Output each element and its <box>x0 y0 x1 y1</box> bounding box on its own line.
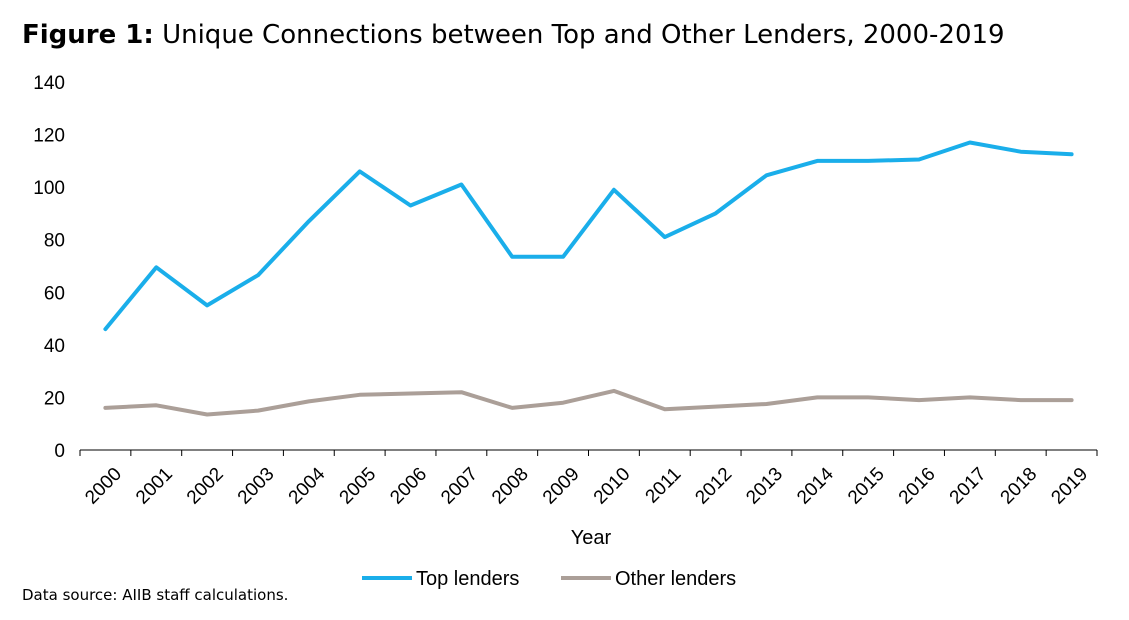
x-tick-label: 2011 <box>642 464 686 508</box>
x-tick-label: 2002 <box>183 464 228 509</box>
figure-label-separator: : <box>143 20 154 50</box>
series-layer <box>103 140 1074 417</box>
x-tick-label: 2009 <box>539 464 584 509</box>
x-tick-label: 2017 <box>946 464 991 509</box>
legend-label: Top lenders <box>416 568 519 590</box>
x-tick-label: 2016 <box>895 464 940 509</box>
y-tick-label: 140 <box>33 73 65 94</box>
legend: Top lenders Other lenders <box>362 568 736 590</box>
x-tick-label: 2019 <box>1047 464 1092 509</box>
y-tick-label: 60 <box>44 283 65 304</box>
x-tick-label: 2012 <box>691 464 736 509</box>
figure-label: Figure 1 <box>22 20 144 50</box>
y-tick-label: 80 <box>44 231 65 252</box>
x-tick-label: 2004 <box>285 463 330 508</box>
x-tick-label: 2015 <box>844 464 889 509</box>
figure-caption: Unique Connections between Top and Other… <box>153 20 1005 50</box>
y-tick-label: 0 <box>54 441 65 462</box>
x-tick-label: 2005 <box>336 464 381 509</box>
x-tick-label: 2001 <box>132 464 177 509</box>
x-tick-label: 2018 <box>997 464 1042 509</box>
figure-title: Figure 1: Unique Connections between Top… <box>22 20 1005 50</box>
y-tick-label: 40 <box>44 336 65 357</box>
legend-label: Other lenders <box>615 568 736 590</box>
y-tick-label: 100 <box>33 178 65 199</box>
y-tick-label: 20 <box>44 388 65 409</box>
data-source-note: Data source: AIIB staff calculations. <box>22 586 289 604</box>
x-tick-label: 2008 <box>488 464 533 509</box>
y-tick-label: 120 <box>33 126 65 147</box>
x-tick-label: 2013 <box>742 464 787 509</box>
y-axis-ticks: 0 20 40 60 80 100 120 140 <box>33 73 65 462</box>
x-axis-ticks: 2000 2001 2002 2003 2004 2005 2006 2007 2008 2009… <box>79 450 1098 509</box>
series-line-top-lenders <box>103 140 1074 332</box>
x-tick-label: 2010 <box>590 464 635 509</box>
x-tick-label: 2007 <box>437 464 482 509</box>
x-tick-label: 2014 <box>793 463 838 508</box>
x-axis-title: Year <box>571 527 612 549</box>
x-tick-label: 2000 <box>81 464 126 509</box>
x-tick-label: 2003 <box>234 464 279 509</box>
series-line-other-lenders <box>103 388 1074 417</box>
x-tick-label: 2006 <box>386 464 431 509</box>
